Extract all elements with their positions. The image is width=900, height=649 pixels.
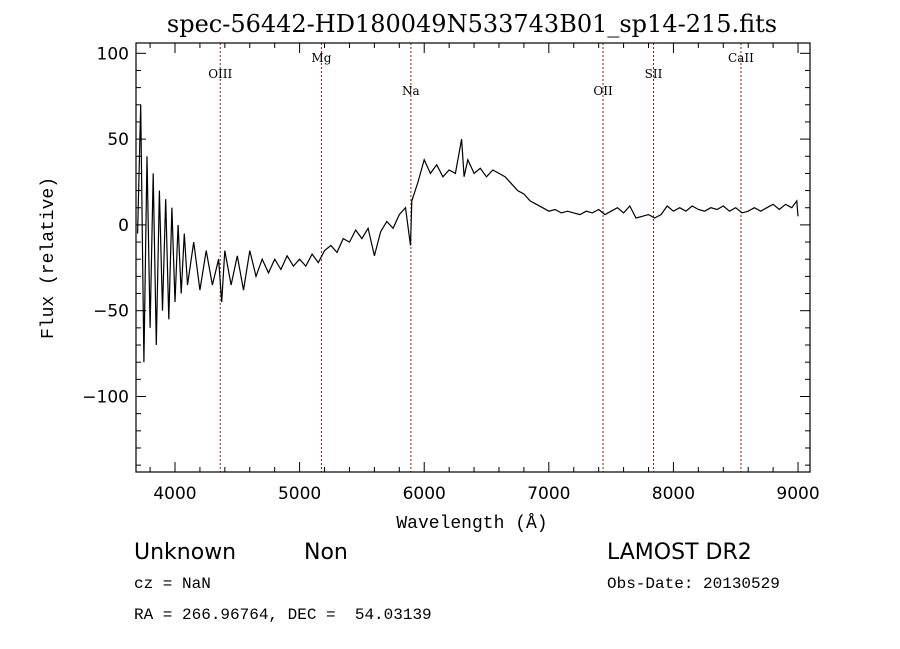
plot-frame [135,42,811,473]
cz-text: cz = NaN [134,575,211,593]
line-label-oii: OII [593,84,613,98]
line-label-na: Na [402,84,420,98]
class-text: Unknown [134,540,236,565]
subclass-text: Non [304,540,348,565]
line-label-mg: Mg [311,51,331,65]
spectrum-line [137,104,799,363]
x-tick-label: 7000 [527,484,570,504]
coords-text: RA = 266.96764, DEC = 54.03139 [134,606,432,624]
x-tick-label: 9000 [776,484,819,504]
survey-text: LAMOST DR2 [607,540,752,565]
y-axis-label: Flux (relative) [39,177,59,339]
x-tick-label: 5000 [278,484,321,504]
y-tick-label: 0 [118,216,129,236]
line-label-oiii: OIII [208,67,232,81]
y-tick-label: 50 [107,130,129,150]
x-axis-label: Wavelength (Å) [396,513,547,534]
x-tick-label: 4000 [153,484,196,504]
y-tick-label: 100 [97,44,129,64]
line-label-sii: SII [645,67,663,81]
chart-title: spec-56442-HD180049N533743B01_sp14-215.f… [167,10,777,38]
x-tick-label: 8000 [652,484,695,504]
line-label-caii: CaII [728,51,754,65]
obs-date-text: Obs-Date: 20130529 [607,575,780,593]
y-tick-label: −100 [82,387,129,407]
x-tick-label: 6000 [403,484,446,504]
y-tick-label: −50 [93,302,129,322]
